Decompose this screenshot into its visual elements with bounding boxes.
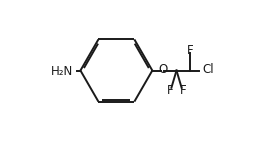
Text: F: F — [180, 84, 186, 97]
Text: H₂N: H₂N — [51, 65, 73, 78]
Text: Cl: Cl — [202, 63, 214, 76]
Text: F: F — [187, 44, 194, 57]
Text: F: F — [166, 84, 173, 97]
Text: O: O — [158, 63, 167, 76]
